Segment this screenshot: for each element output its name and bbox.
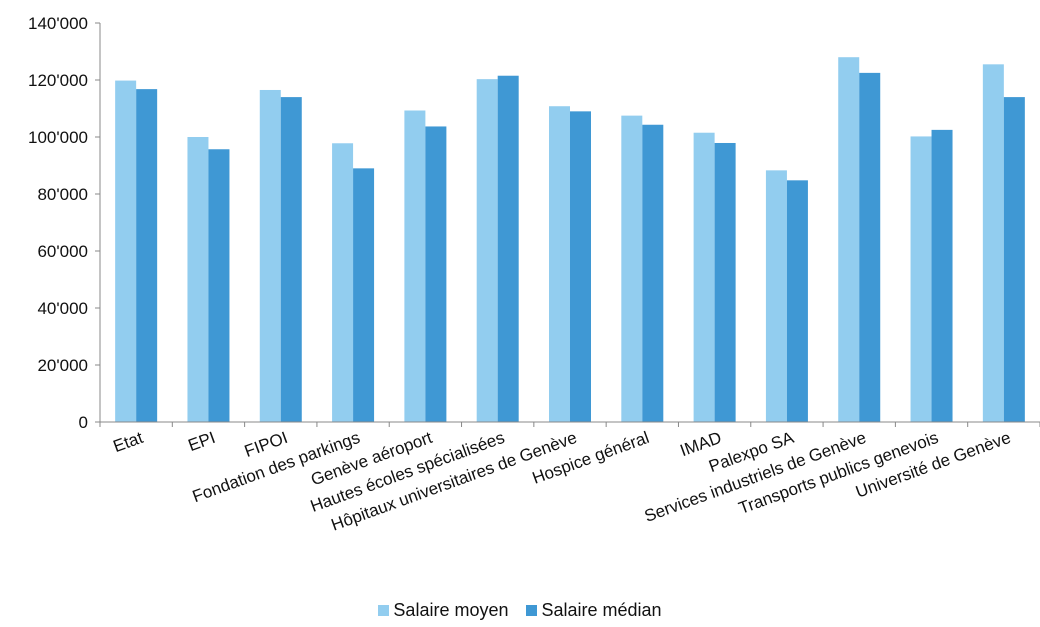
bar-salaire-moyen [187,137,209,422]
x-tick-label: EPI [186,428,218,455]
bar-salaire-median [280,97,302,422]
bar-salaire-moyen [838,57,860,422]
bar-salaire-moyen [332,143,354,422]
legend-item-series-2: Salaire médian [526,599,662,621]
bar-salaire-median [859,72,881,422]
bar-salaire-median [497,75,519,422]
y-tick-label: 40'000 [37,299,88,318]
bar-salaire-moyen [621,115,643,422]
y-tick-label: 120'000 [28,71,88,90]
legend-label-series-1: Salaire moyen [393,599,509,620]
bars [115,57,1025,423]
y-tick-label: 100'000 [28,128,88,147]
y-tick-label: 0 [79,413,88,432]
bar-salaire-moyen [910,136,932,422]
bar-salaire-median [714,142,736,423]
bar-salaire-median [642,124,664,423]
x-tick-label: Etat [111,428,146,456]
bar-salaire-moyen [259,89,281,422]
bar-salaire-median [931,129,953,422]
y-axis: 0 20'000 40'000 60'000 80'000 100'000 120'000 1… [28,14,101,432]
bar-salaire-median [136,89,158,423]
y-tick-label: 60'000 [37,242,88,261]
bar-salaire-moyen [693,132,715,422]
y-tick-label: 20'000 [37,356,88,375]
bar-salaire-moyen [982,64,1004,422]
bar-salaire-moyen [115,80,137,422]
bar-salaire-median [786,180,808,422]
bar-salaire-median [353,168,375,422]
bar-salaire-moyen [549,106,570,422]
bar-salaire-moyen [476,79,498,423]
bar-salaire-median [208,149,230,422]
legend-swatch-series-1 [378,604,390,616]
legend: Salaire moyen Salaire médian [0,598,1040,622]
bar-salaire-median [425,126,447,422]
bar-salaire-moyen [765,170,787,422]
bar-chart: 0 20'000 40'000 60'000 80'000 100'000 120'000 1… [28,14,1040,535]
y-tick-label: 140'000 [28,14,88,33]
bar-salaire-median [1003,97,1025,422]
legend-label-series-2: Salaire médian [541,599,662,620]
bar-salaire-median [570,111,591,422]
legend-swatch-series-2 [526,604,538,616]
bar-salaire-moyen [404,110,426,423]
y-tick-label: 80'000 [37,185,88,204]
legend-item-series-1: Salaire moyen [378,600,508,621]
